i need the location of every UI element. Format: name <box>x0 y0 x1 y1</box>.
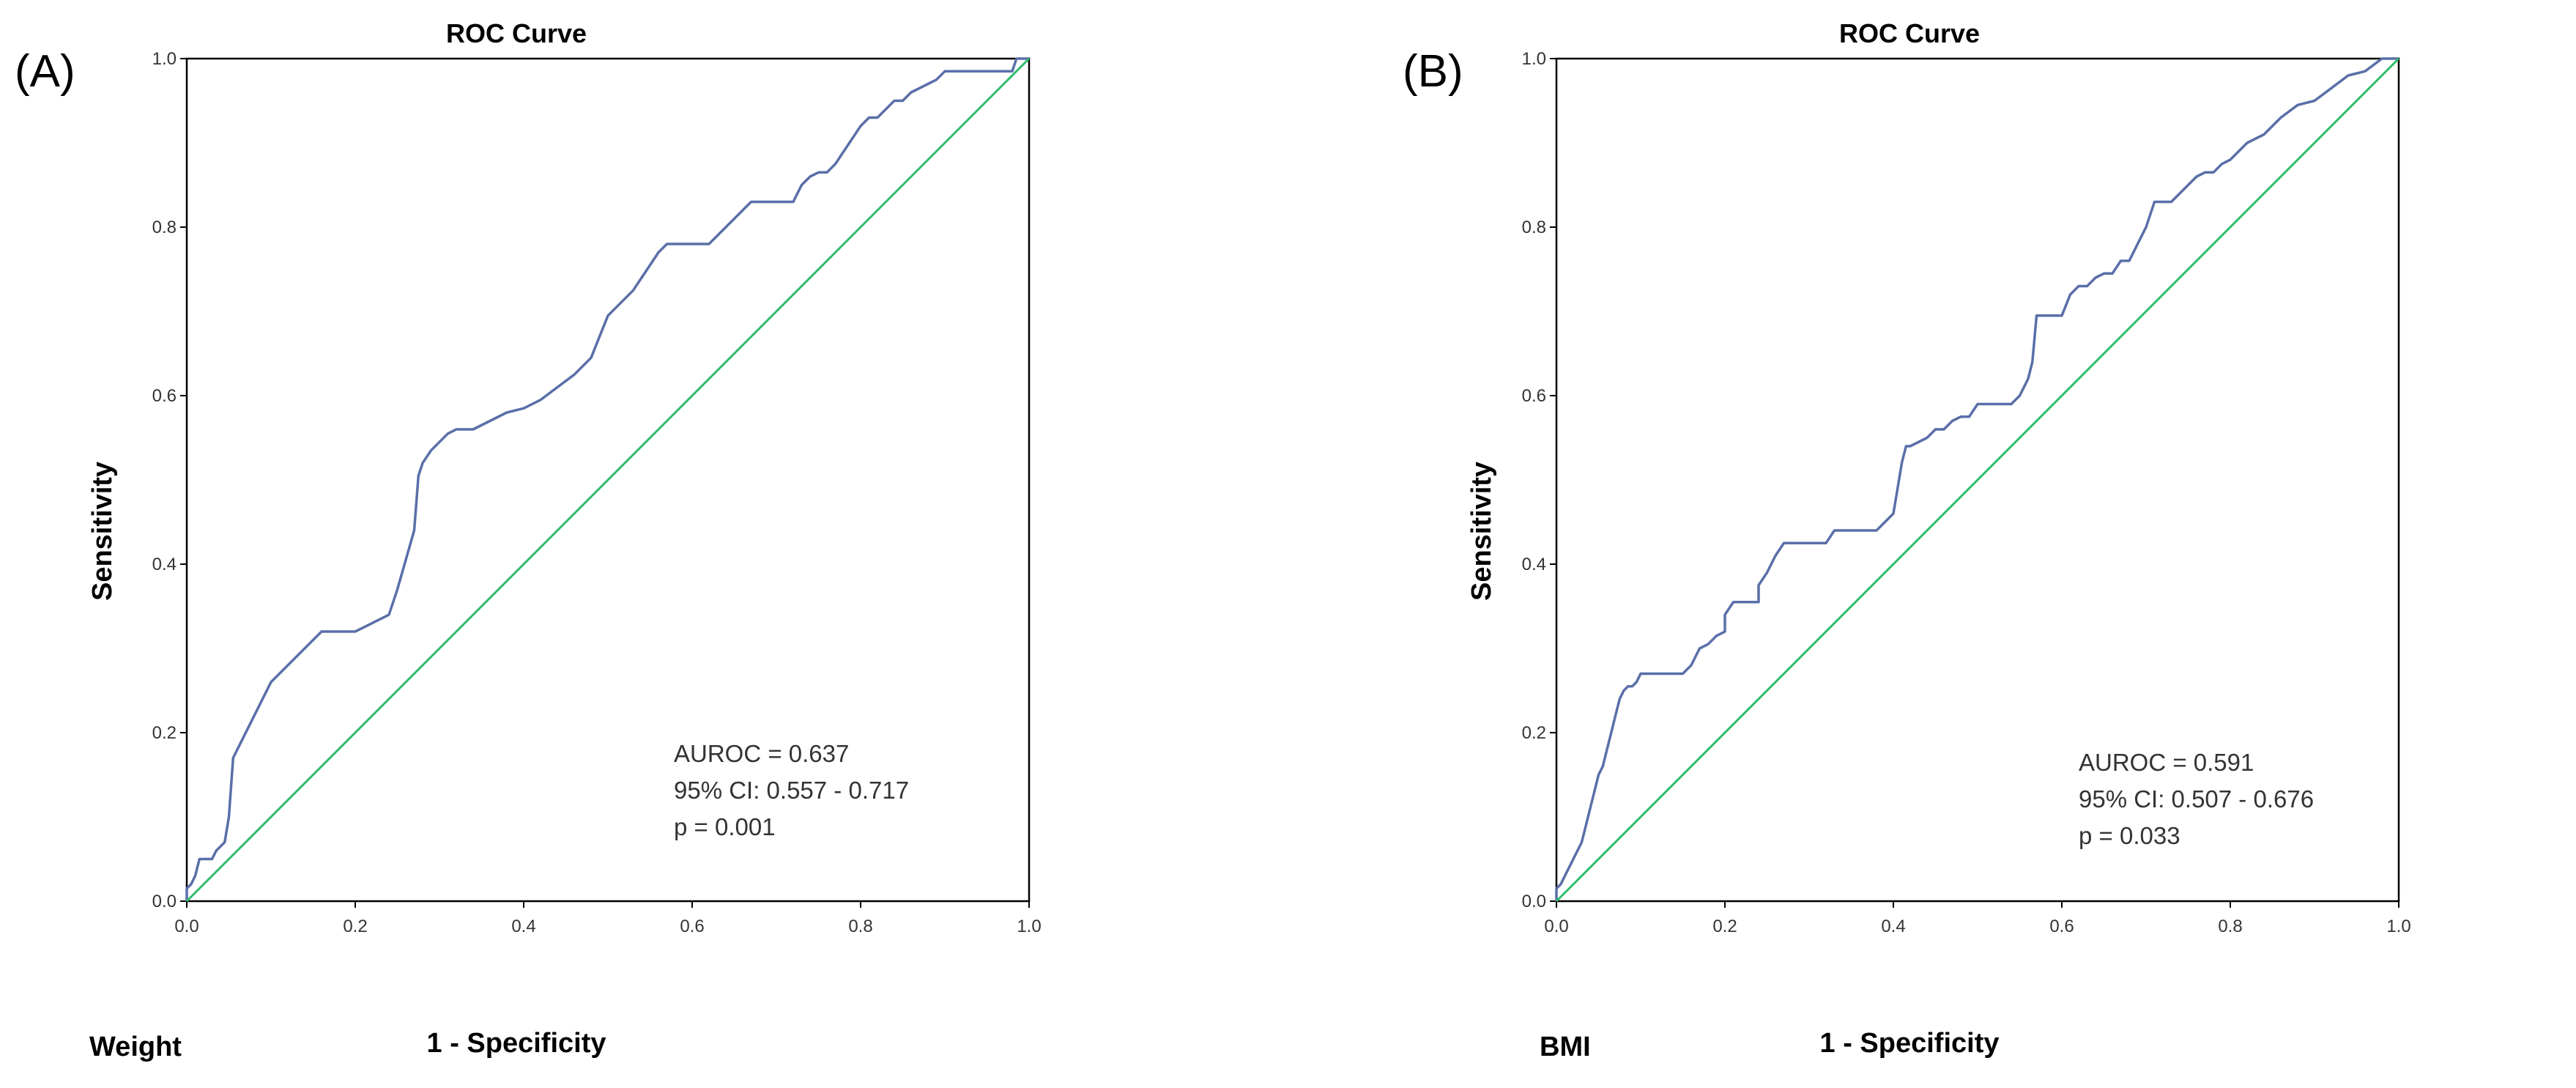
y-tick-label: 0.4 <box>1522 555 1546 574</box>
y-tick-label: 0.2 <box>152 723 177 743</box>
chart-title: ROC Curve <box>1839 18 1980 48</box>
plot-area: 0.0 0.2 0.4 0.6 0.8 1.0 0.0 0.2 0.4 0.6 0.8 1.0 <box>1522 49 2411 936</box>
roc-curve-line <box>185 57 1029 901</box>
x-axis-title: 1 - Specificity <box>1820 1028 2000 1059</box>
y-tick-label: 0.0 <box>1522 892 1546 911</box>
variable-label: BMI <box>1540 1032 1591 1062</box>
chart-title: ROC Curve <box>446 18 587 48</box>
panel-b: (B) ROC Curve 0.0 0.2 0.4 0.6 0.8 1.00.00.20.… <box>1403 18 2411 1062</box>
annotation-auroc: AUROC = 0.637 <box>674 740 849 767</box>
x-tick-label: 0.0 <box>174 917 198 936</box>
annotation-auroc: AUROC = 0.591 <box>2079 749 2254 776</box>
plot-area: 0.0 0.2 0.4 0.6 0.8 1.0 0.0 0.2 0.4 0.6 0.8 1.0 <box>152 49 1042 936</box>
reference-diagonal-line <box>1555 57 2400 903</box>
y-tick-label: 0.4 <box>152 555 177 574</box>
roc-curve-line <box>1555 57 2399 901</box>
y-tick-label: 0.8 <box>152 218 177 237</box>
y-tick-label: 0.8 <box>1522 218 1546 237</box>
x-tick-label: 0.6 <box>680 917 704 936</box>
panel-a: (A) ROC Curve 0.0 0.2 0.4 0.6 0.8 1.00.00.20.… <box>15 18 1042 1062</box>
x-axis-title: 1 - Specificity <box>427 1028 606 1059</box>
y-tick-label: 0.0 <box>152 892 177 911</box>
x-tick-label: 0.2 <box>343 917 367 936</box>
x-tick-label: 0.6 <box>2049 917 2074 936</box>
y-tick-label: 1.0 <box>1522 49 1546 69</box>
plot-frame <box>185 57 1031 903</box>
y-axis-title: Sensitivity <box>1466 462 1497 601</box>
x-tick-label: 0.8 <box>848 917 872 936</box>
y-tick-label: 1.0 <box>152 49 177 69</box>
y-tick-label: 0.6 <box>152 386 177 406</box>
y-tick-label: 0.2 <box>1522 723 1546 743</box>
panel-label: (A) <box>15 46 75 97</box>
annotation-ci: 95% CI: 0.507 - 0.676 <box>2079 785 2314 813</box>
annotation-p-value: p = 0.033 <box>2079 822 2180 849</box>
annotation-p-value: p = 0.001 <box>674 813 776 840</box>
x-tick-label: 0.4 <box>511 917 535 936</box>
x-tick-label: 0.4 <box>1881 917 1905 936</box>
plot-frame <box>1555 57 2400 903</box>
x-tick-label: 1.0 <box>1017 917 1041 936</box>
x-tick-label: 0.0 <box>1544 917 1568 936</box>
y-tick-label: 0.6 <box>1522 386 1546 406</box>
variable-label: Weight <box>89 1032 182 1062</box>
x-tick-label: 1.0 <box>2386 917 2410 936</box>
panel-label: (B) <box>1403 46 1463 97</box>
reference-diagonal-line <box>185 57 1031 903</box>
x-tick-label: 0.2 <box>1712 917 1737 936</box>
annotation-ci: 95% CI: 0.557 - 0.717 <box>674 777 909 804</box>
y-axis-title: Sensitivity <box>87 462 118 601</box>
x-tick-label: 0.8 <box>2218 917 2242 936</box>
